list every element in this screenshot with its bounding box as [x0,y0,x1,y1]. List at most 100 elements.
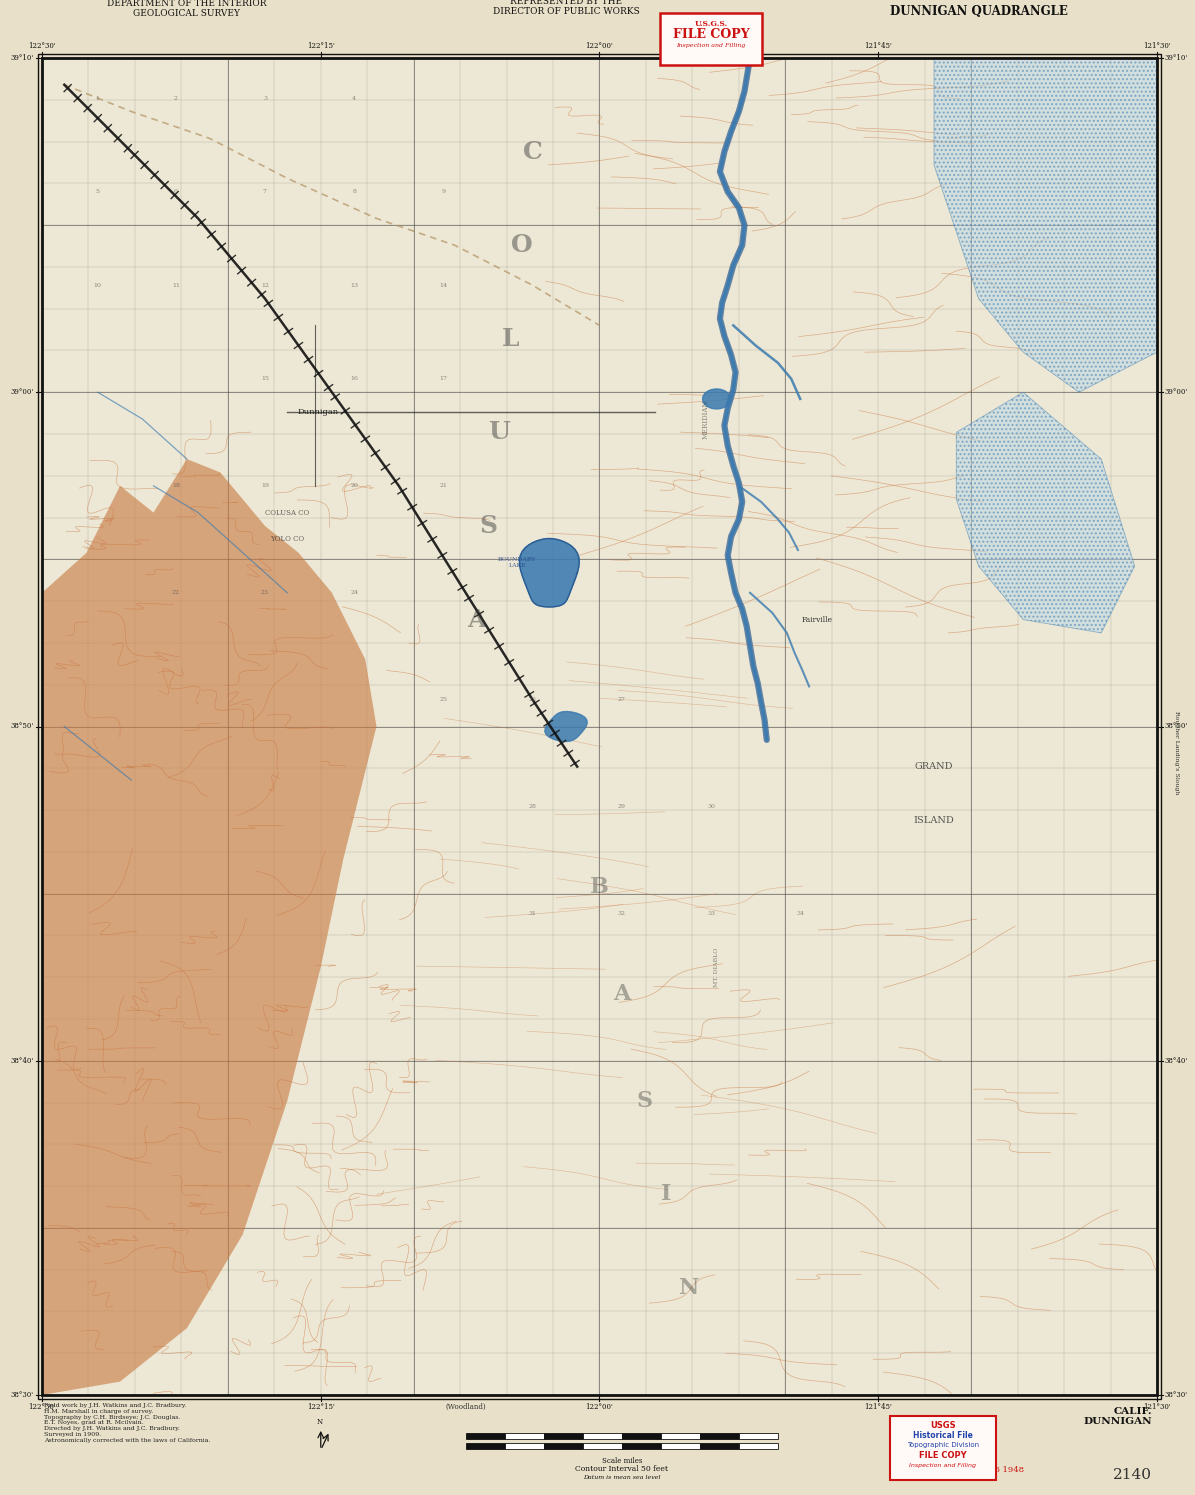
Text: 9: 9 [441,190,446,194]
FancyBboxPatch shape [660,13,762,64]
Text: 21: 21 [440,483,447,489]
Text: U: U [489,420,510,444]
Text: 12: 12 [261,283,269,289]
Text: 8: 8 [353,190,356,194]
Text: 15: 15 [261,377,269,381]
Text: GRAND: GRAND [914,762,954,771]
Text: Field work by J.H. Watkins and J.C. Bradbury.
H.M. Marshall in charge of survey.: Field work by J.H. Watkins and J.C. Brad… [44,1402,210,1443]
Text: Dunnigan: Dunnigan [298,408,339,416]
Text: USGS: USGS [930,1420,956,1429]
Polygon shape [703,389,730,410]
Text: A: A [613,982,631,1005]
Text: 32: 32 [618,910,626,916]
Polygon shape [520,538,580,607]
Text: N: N [317,1417,323,1426]
Bar [739,1443,778,1449]
Bar [583,1434,621,1440]
Text: 122°00': 122°00' [586,1402,613,1411]
Text: 39°10': 39°10' [1165,54,1188,61]
Text: B: B [590,876,609,898]
Bar [38,54,1162,1399]
Text: STATE OF CALIFORNIA
REPRESENTED BY THE
DIRECTOR OF PUBLIC WORKS: STATE OF CALIFORNIA REPRESENTED BY THE D… [492,0,639,16]
Text: (Woodland): (Woodland) [446,1402,486,1411]
Bar [504,1434,544,1440]
Text: 20: 20 [350,483,358,489]
Bar [466,1443,504,1449]
Bar [621,1443,661,1449]
Text: 29: 29 [618,804,626,809]
Text: 122°30': 122°30' [29,42,56,49]
Text: 11: 11 [172,283,179,289]
Text: 16: 16 [350,377,358,381]
Text: 5: 5 [96,190,99,194]
Text: ISLAND: ISLAND [914,816,955,825]
Text: 3: 3 [263,96,266,100]
Text: 39°10': 39°10' [11,54,33,61]
Text: 121°45': 121°45' [864,1402,893,1411]
Text: BOUNDARY
LAKE: BOUNDARY LAKE [498,558,537,568]
Text: 122°15': 122°15' [307,1402,335,1411]
Text: UNITED STATES
DEPARTMENT OF THE INTERIOR
GEOLOGICAL SURVEY: UNITED STATES DEPARTMENT OF THE INTERIOR… [108,0,266,18]
Text: 122°30': 122°30' [29,1402,56,1411]
Text: 4: 4 [353,96,356,100]
Text: 19: 19 [261,483,269,489]
Text: 10: 10 [93,283,102,289]
Text: 38°40': 38°40' [11,1057,33,1064]
Text: 6: 6 [173,190,178,194]
Text: 38°50': 38°50' [1165,722,1188,731]
Text: CALIFORNIA
DUNNIGAN QUADRANGLE: CALIFORNIA DUNNIGAN QUADRANGLE [889,0,1067,18]
Bar [621,1434,661,1440]
Text: 24: 24 [350,591,358,595]
Text: 18: 18 [172,483,179,489]
Text: 38°40': 38°40' [1165,1057,1188,1064]
Text: 39°00': 39°00' [1165,389,1188,396]
Text: C: C [522,139,543,163]
Text: 31: 31 [528,910,537,916]
Bar [700,1434,739,1440]
Text: YOLO CO: YOLO CO [270,535,305,543]
Text: 2140: 2140 [1113,1468,1152,1482]
Text: 13: 13 [350,283,358,289]
Bar [583,1443,621,1449]
Text: FILE COPY: FILE COPY [919,1450,967,1459]
Text: Inspection and Filling: Inspection and Filling [909,1462,976,1468]
Text: 30: 30 [707,804,715,809]
Text: I: I [661,1184,672,1205]
Text: 7: 7 [263,190,266,194]
Text: O: O [510,233,532,257]
Text: 34: 34 [796,910,804,916]
Text: Rougher Landing's Slough: Rougher Landing's Slough [1175,712,1179,795]
Text: MERIDIAN: MERIDIAN [701,399,710,438]
Text: 122°15': 122°15' [307,42,335,49]
Bar [661,1443,700,1449]
Text: 121°45': 121°45' [864,42,893,49]
Bar [661,1434,700,1440]
Text: COLUSA CO: COLUSA CO [265,508,310,517]
Text: 38°30': 38°30' [1165,1390,1188,1399]
Text: 33: 33 [707,910,715,916]
Bar [42,58,1157,1395]
Text: Contour Interval 50 feet: Contour Interval 50 feet [575,1465,668,1473]
Text: L: L [502,327,519,351]
Text: 27: 27 [618,697,626,703]
Text: S: S [479,514,497,538]
Text: 28: 28 [528,804,537,809]
Polygon shape [42,459,376,1395]
Text: MT. DIABLO: MT. DIABLO [715,948,719,987]
Text: 121°30': 121°30' [1144,42,1171,49]
Text: JAN 26 1948: JAN 26 1948 [970,1467,1025,1474]
Text: 2: 2 [173,96,178,100]
Text: 38°50': 38°50' [11,722,33,731]
Text: S: S [636,1090,652,1112]
Text: U.S.G.S.: U.S.G.S. [694,19,728,28]
Text: 26: 26 [528,697,537,703]
Polygon shape [545,712,587,742]
Text: 14: 14 [440,283,447,289]
Text: A: A [467,607,486,631]
Text: 122°00': 122°00' [586,42,613,49]
Polygon shape [956,392,1135,632]
Bar [504,1443,544,1449]
Text: 22: 22 [172,591,179,595]
Bar [466,1434,504,1440]
Bar [544,1443,583,1449]
